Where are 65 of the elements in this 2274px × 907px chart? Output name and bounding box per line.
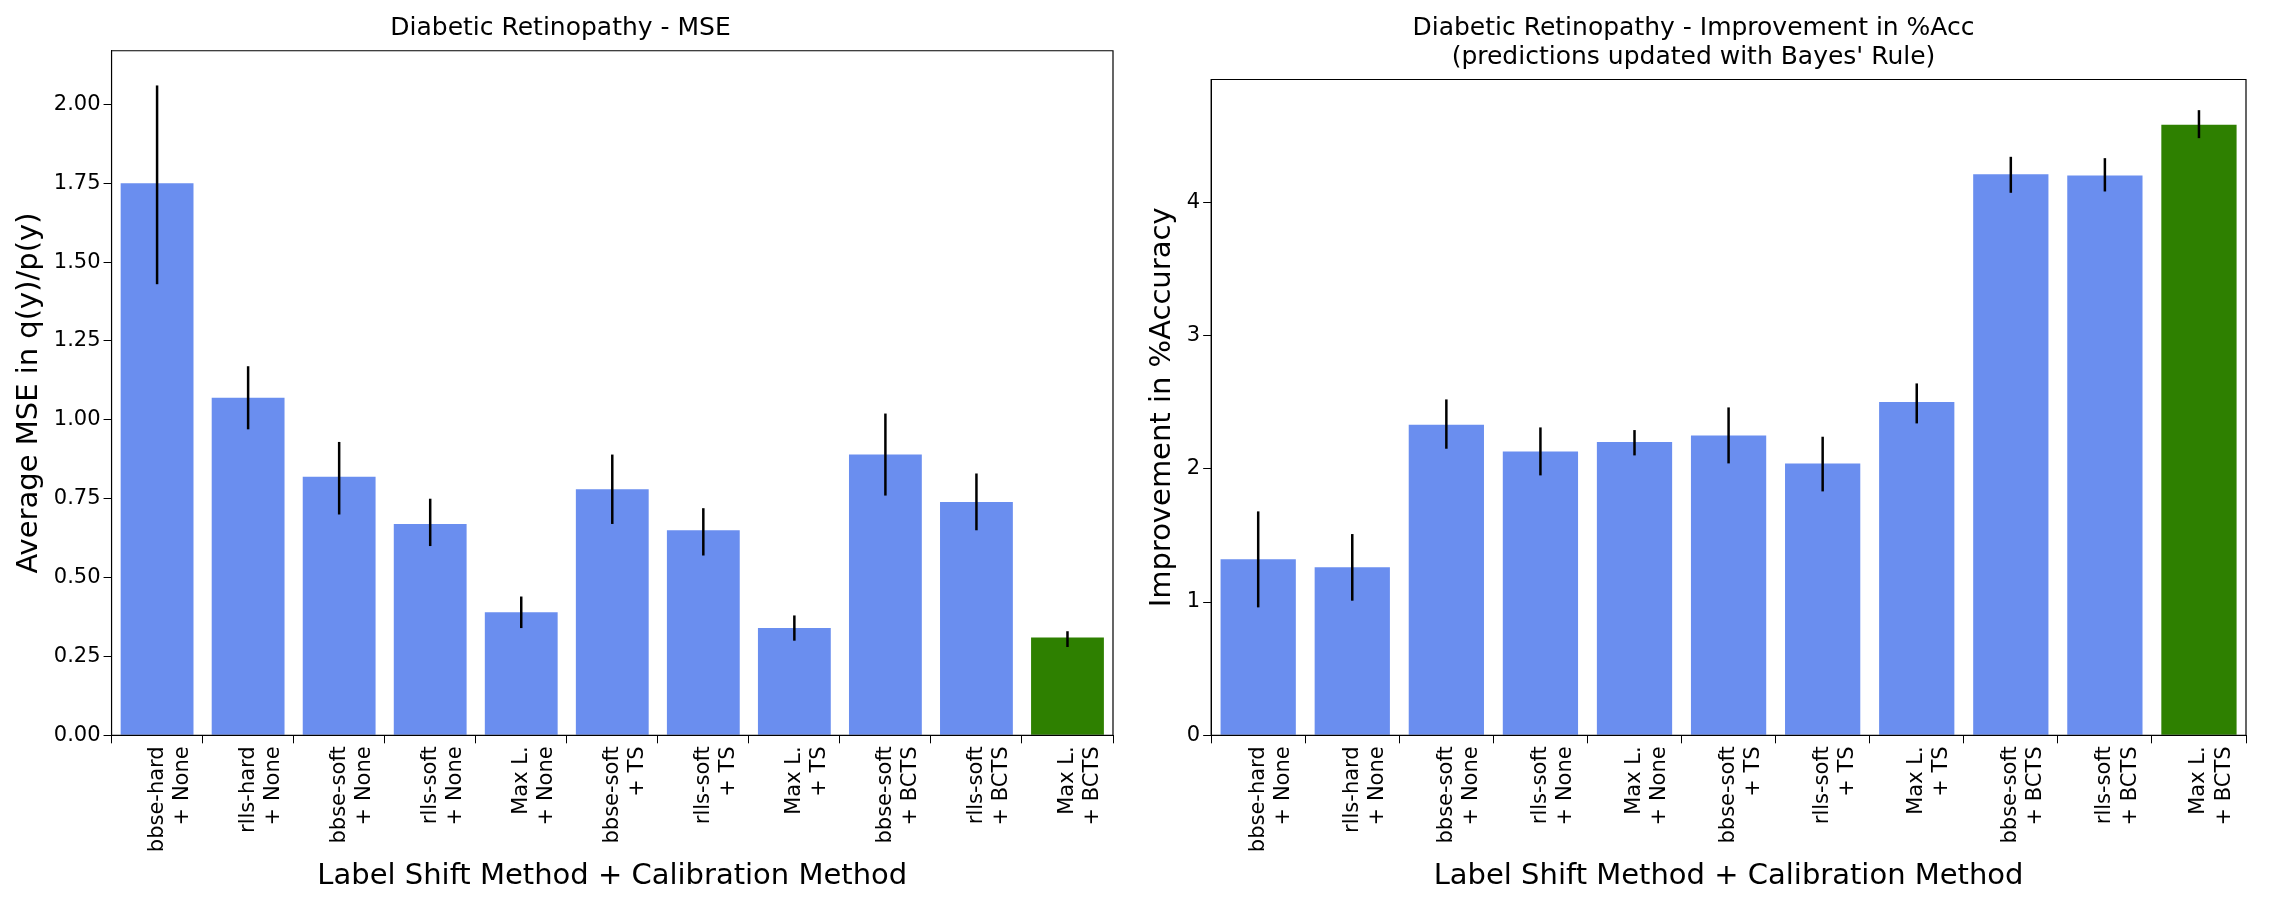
bar [393,523,467,735]
bar [848,454,922,735]
y-tick-label: 4 [1186,188,1201,213]
y-tick-label: 2.00 [53,90,101,115]
y-tick-label: 0.00 [53,721,101,746]
x-tick-label: Max L. + None [507,746,557,826]
x-tick-label: rlls-soft + BCTS [2091,746,2141,826]
y-tick-label: 3 [1186,321,1201,346]
y-tick-label: 2 [1186,455,1201,480]
bar [1314,567,1390,735]
x-axis-title: Label Shift Method + Calibration Method [317,857,908,892]
bar [484,612,558,735]
y-tick-label: 0 [1186,721,1201,746]
chart-title: Diabetic Retinopathy - MSE [390,11,731,41]
y-tick-label: 0.25 [53,642,101,667]
x-tick-label: Max L. + None [1620,746,1671,826]
y-axis-title: Improvement in %Accuracy [1142,207,1177,608]
x-tick-label: rlls-hard + None [234,746,284,833]
bar [1596,442,1673,735]
x-tick-label: bbse-hard + None [1244,746,1294,853]
bar [1502,451,1579,735]
bar [666,530,740,735]
bar [2161,124,2237,735]
bar [940,501,1013,735]
bar [1785,463,1861,735]
x-tick-label: Max L. + BCTS [1053,746,1104,826]
x-tick-label: bbse-soft + None [1432,746,1482,844]
x-axis-title: Label Shift Method + Calibration Method [1433,857,2024,892]
x-tick-label: Max L. + TS [1903,746,1953,815]
x-tick-label: bbse-soft + TS [1715,746,1765,844]
x-tick-label: bbse-soft + BCTS [871,746,922,844]
y-tick-label: 1.25 [53,327,101,352]
bar [1690,435,1767,735]
x-tick-label: bbse-hard + None [143,746,193,853]
y-tick-label: 0.75 [53,485,101,510]
x-tick-label: bbse-soft + BCTS [1997,746,2047,844]
bar [302,476,376,735]
x-tick-label: rlls-hard + None [1338,746,1388,833]
chart-subtitle: (predictions updated with Bayes' Rule) [1451,40,1936,70]
bar [575,489,649,735]
x-tick-label: rlls-soft + TS [689,746,739,825]
y-tick-label: 0.50 [53,564,101,589]
x-tick-label: rlls-soft + None [1526,746,1577,826]
bar [757,628,831,735]
chart-title: Diabetic Retinopathy - Improvement in %Acc [1412,11,1975,41]
bar [120,183,194,735]
x-tick-label: rlls-soft + BCTS [962,746,1013,826]
bar [1973,174,2049,735]
x-tick-label: Max L. + BCTS [2185,746,2235,826]
bar [2067,175,2143,735]
y-tick-label: 1.00 [53,406,101,431]
y-tick-label: 1.75 [53,169,101,194]
y-tick-label: 1 [1186,588,1201,613]
x-tick-label: rlls-soft + None [416,746,466,826]
bar [1031,637,1104,735]
bar [1879,402,1955,735]
x-tick-label: bbse-soft + None [325,746,375,844]
x-tick-label: Max L. + TS [780,746,831,815]
y-axis-title: Average MSE in q(y)/p(y) [9,212,44,574]
y-tick-label: 1.50 [53,248,101,273]
x-tick-label: bbse-soft + TS [598,746,648,844]
bar [1408,424,1484,735]
bar [1220,559,1296,735]
x-tick-label: rlls-soft + TS [1809,746,1859,825]
bar [211,397,285,735]
